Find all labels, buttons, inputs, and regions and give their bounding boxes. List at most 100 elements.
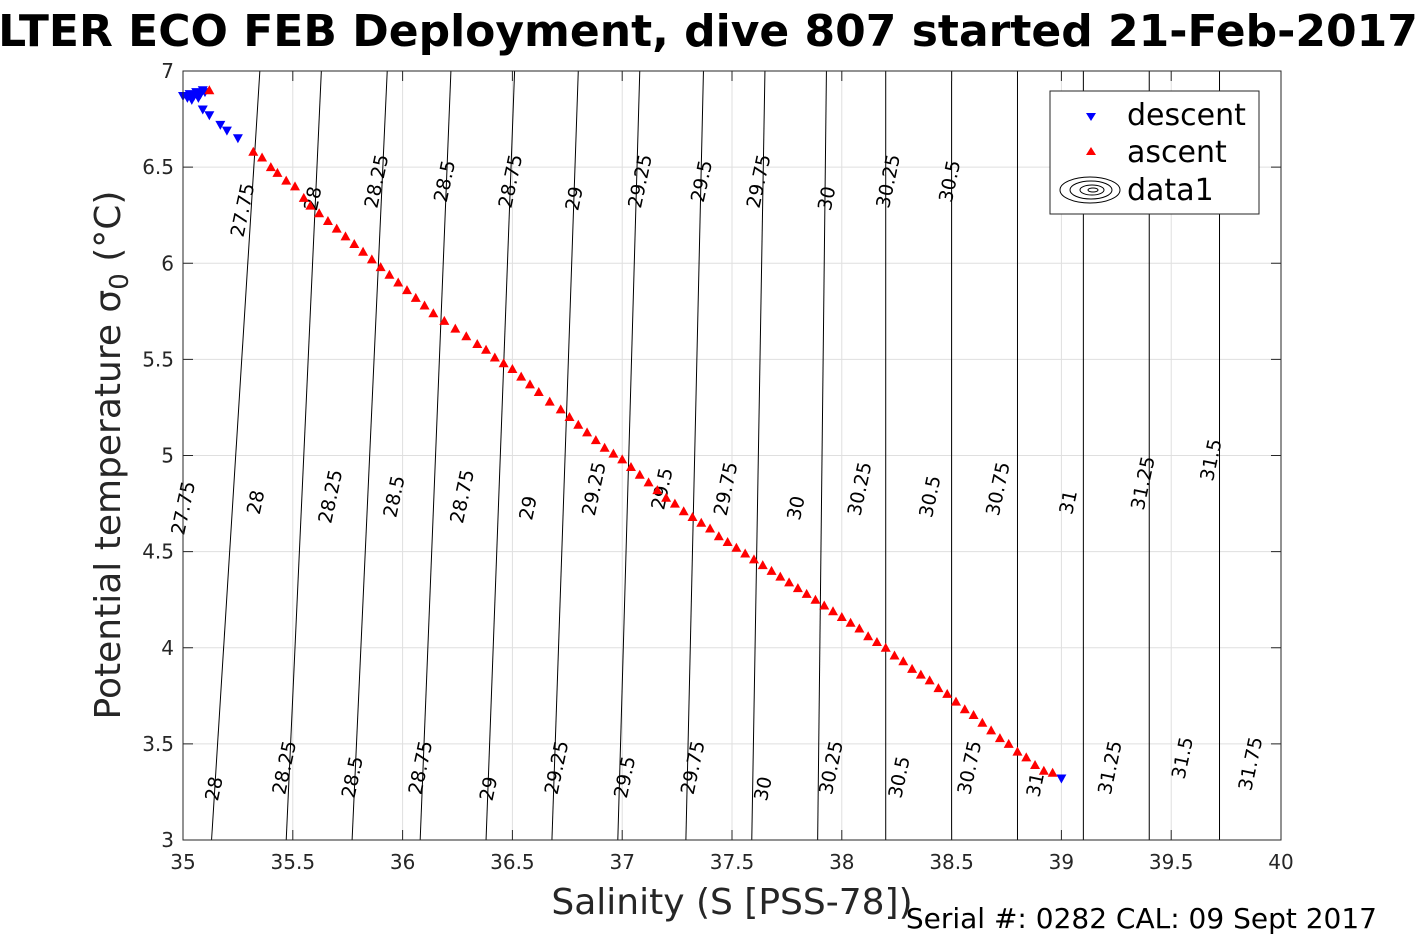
descent-point: [1056, 774, 1067, 784]
ascent-point: [1021, 752, 1032, 762]
density-contour-label: 30: [750, 775, 777, 803]
ascent-point: [582, 427, 593, 437]
ascent-point: [590, 435, 601, 445]
ascent-point: [731, 542, 742, 552]
descent-point: [197, 105, 208, 115]
legend: descent ascent data1: [1049, 90, 1260, 215]
ascent-point: [265, 162, 276, 172]
ascent-point: [924, 675, 935, 685]
ascent-point: [959, 704, 970, 714]
x-tick-label: 37: [609, 850, 634, 874]
density-contour-line: [485, 70, 516, 841]
ascent-point: [305, 200, 316, 210]
ascent-point: [757, 560, 768, 570]
ascent-point: [298, 192, 309, 202]
y-tick-label: 4.5: [142, 540, 174, 564]
x-tick-label: 39.5: [1149, 850, 1194, 874]
density-contour-line: [211, 70, 261, 841]
legend-ascent-marker: [1086, 147, 1096, 155]
density-contour-label: 31: [1022, 771, 1049, 799]
ascent-point: [533, 387, 544, 397]
ascent-point: [854, 623, 865, 633]
x-tick-label: 38: [829, 850, 854, 874]
ascent-point: [1038, 765, 1049, 775]
x-tick-label: 40: [1268, 850, 1293, 874]
ascent-point: [340, 231, 351, 241]
y-axis-label-main: Potential temperature σ: [88, 290, 129, 720]
serial-calibration-note: Serial #: 0282 CAL: 09 Sept 2017: [906, 902, 1377, 935]
density-contour-label: 28: [243, 488, 270, 516]
ascent-point: [428, 308, 439, 318]
density-contour-label: 28: [201, 775, 228, 803]
x-tick-label: 39: [1049, 850, 1074, 874]
ascent-point: [678, 506, 689, 516]
density-contour-label: 29: [476, 775, 503, 803]
ascent-point: [573, 419, 584, 429]
density-contour-label: 31: [1055, 488, 1082, 516]
ascent-point: [1012, 746, 1023, 756]
ascent-point: [544, 396, 555, 406]
descent-point: [186, 95, 197, 105]
ascent-point: [375, 262, 386, 272]
y-tick-label: 7: [161, 59, 174, 83]
descent-point: [215, 120, 226, 130]
ascent-point: [331, 223, 342, 233]
ascent-point: [950, 696, 961, 706]
ascent-point: [986, 725, 997, 735]
ascent-point: [450, 323, 461, 333]
ascent-point: [722, 537, 733, 547]
ascent-point: [257, 152, 268, 162]
density-contour-line: [685, 70, 704, 841]
ascent-point: [366, 254, 377, 264]
ascent-point: [272, 167, 283, 177]
legend-data1-label: data1: [1127, 173, 1214, 208]
ascent-point: [643, 477, 654, 487]
ascent-point: [1003, 738, 1014, 748]
descent-series: [178, 86, 1067, 784]
y-axis-label: Potential temperature σ0 (°C): [88, 191, 135, 720]
ascent-point: [968, 710, 979, 720]
ascent-point: [564, 412, 575, 422]
ascent-point: [322, 215, 333, 225]
ascent-point: [314, 208, 325, 218]
ascent-point: [401, 285, 412, 295]
ascent-point: [1030, 760, 1041, 770]
ascent-point: [740, 548, 751, 558]
ascent-point: [599, 442, 610, 452]
ascent-point: [555, 404, 566, 414]
y-axis-label-subscript: 0: [105, 273, 135, 290]
ascent-point: [801, 588, 812, 598]
ascent-point: [349, 239, 360, 249]
ascent-point: [889, 650, 900, 660]
descent-point: [221, 126, 232, 136]
ascent-point: [204, 85, 215, 95]
ascent-point: [828, 606, 839, 616]
ascent-point: [687, 512, 698, 522]
ascent-point: [384, 269, 395, 279]
ascent-point: [775, 571, 786, 581]
chart-title: LTER ECO FEB Deployment, dive 807 starte…: [0, 6, 1417, 57]
legend-ascent-label: ascent: [1127, 135, 1227, 170]
ascent-point: [810, 594, 821, 604]
ascent-point: [933, 683, 944, 693]
ascent-point: [393, 277, 404, 287]
y-tick-label: 6.5: [142, 155, 174, 179]
ascent-point: [634, 469, 645, 479]
descent-point: [193, 93, 204, 103]
density-contour-line: [551, 70, 579, 841]
descent-point: [204, 111, 215, 121]
ascent-point: [907, 663, 918, 673]
density-contour-label: 30: [814, 184, 841, 212]
ascent-point: [994, 733, 1005, 743]
ascent-point: [977, 717, 988, 727]
ascent-point: [410, 292, 421, 302]
density-contour-label: 29: [515, 494, 542, 522]
ascent-point: [836, 611, 847, 621]
ascent-point: [845, 617, 856, 627]
ascent-point: [617, 454, 628, 464]
ascent-point: [652, 485, 663, 495]
ascent-point: [1047, 767, 1058, 777]
ascent-point: [608, 448, 619, 458]
ascent-point: [516, 371, 527, 381]
descent-point: [232, 134, 243, 144]
